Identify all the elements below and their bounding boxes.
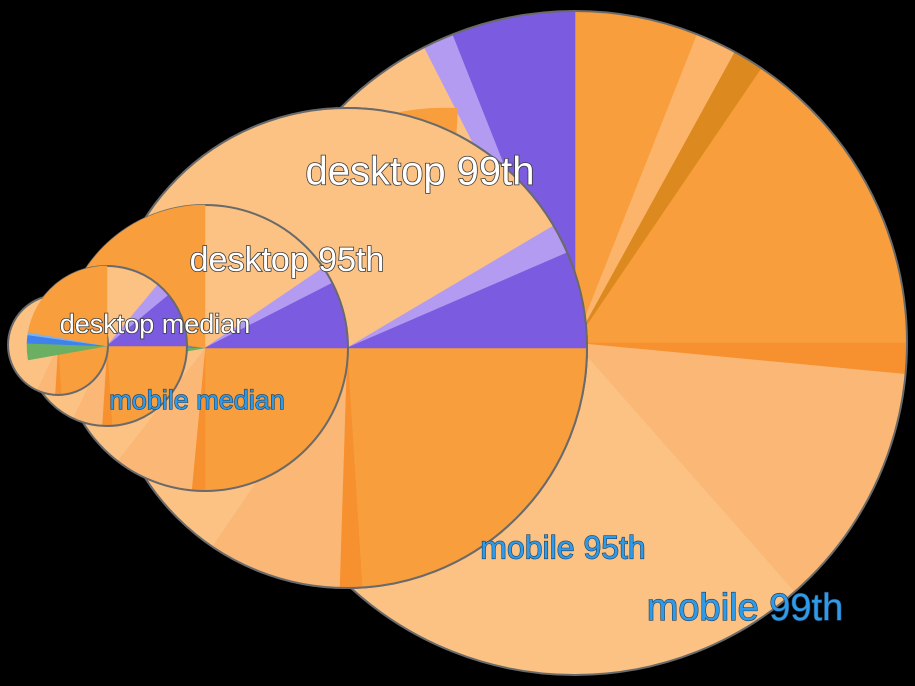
label-mobile-99th: mobile 99th (647, 587, 843, 629)
slice-desktop-median-upper-3 (27, 265, 108, 347)
label-desktop-99th: desktop 99th (305, 150, 534, 194)
label-mobile-95th: mobile 95th (480, 529, 645, 565)
label-desktop-median: desktop median (60, 309, 251, 339)
pie-desktop-median-upper (26, 265, 108, 361)
pie-labels: desktop 99th desktop 95th desktop median… (59, 149, 844, 630)
label-desktop-95th: desktop 95th (190, 241, 385, 279)
pie-layers (7, 10, 908, 676)
label-mobile-median: mobile median (109, 385, 285, 415)
